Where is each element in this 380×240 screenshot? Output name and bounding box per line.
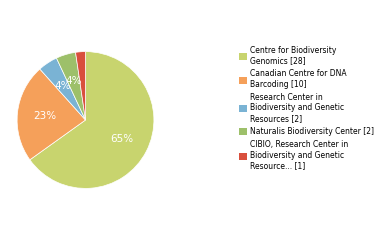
Wedge shape xyxy=(17,69,85,160)
Wedge shape xyxy=(30,52,154,188)
Text: 23%: 23% xyxy=(33,110,56,120)
Wedge shape xyxy=(76,52,86,120)
Text: 65%: 65% xyxy=(111,134,133,144)
Legend: Centre for Biodiversity
Genomics [28], Canadian Centre for DNA
Barcoding [10], R: Centre for Biodiversity Genomics [28], C… xyxy=(237,44,376,172)
Text: 4%: 4% xyxy=(55,81,71,91)
Text: 4%: 4% xyxy=(65,76,82,86)
Wedge shape xyxy=(57,52,86,120)
Wedge shape xyxy=(40,58,86,120)
